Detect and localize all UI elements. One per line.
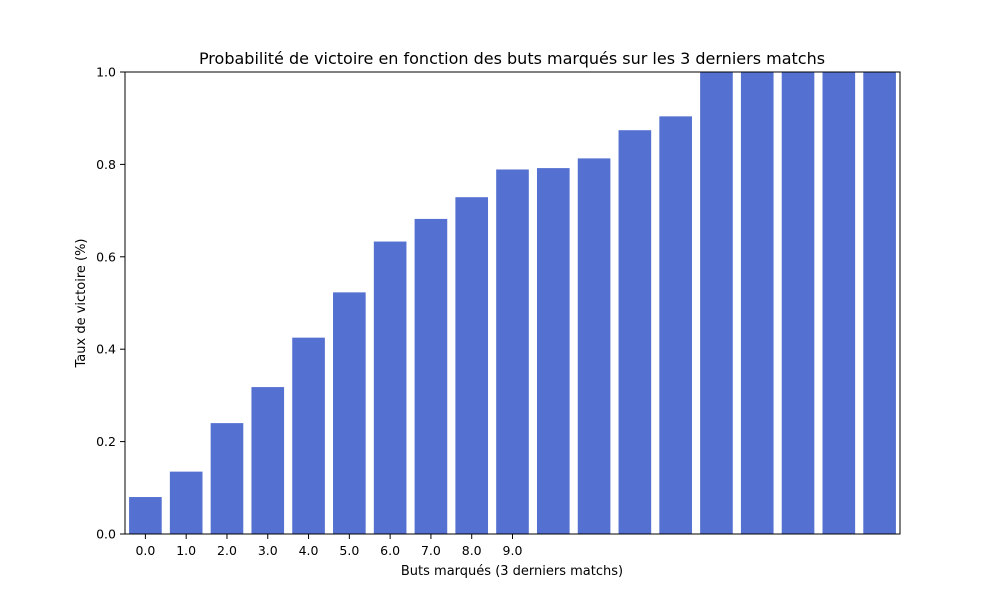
- bar-17: [822, 72, 856, 534]
- bar-9: [496, 169, 529, 535]
- x-tick-label-3: 3.0: [258, 543, 278, 558]
- bar-16: [781, 72, 815, 534]
- bar-2: [210, 423, 244, 534]
- x-tick-label-4: 4.0: [299, 543, 319, 558]
- bar-10: [536, 168, 570, 534]
- x-tick-label-5: 5.0: [339, 543, 359, 558]
- y-axis-ticks: 0.0 0.2 0.4 0.6 0.8 1.0: [96, 65, 125, 542]
- x-tick-label-8: 8.0: [462, 543, 482, 558]
- bar-5: [333, 292, 366, 534]
- y-tick-label-2: 0.4: [96, 342, 116, 357]
- bar-12: [618, 130, 652, 534]
- y-tick-label-1: 0.2: [96, 434, 116, 449]
- bars-group: [129, 72, 896, 535]
- bar-13: [659, 116, 692, 534]
- x-axis-ticks: 0.0 1.0 2.0 3.0 4.0 5.0 6.0 7.0 8.0 9.0: [135, 534, 522, 558]
- y-tick-label-5: 1.0: [96, 65, 116, 80]
- plot-area-frame: [124, 71, 901, 535]
- bar-3: [251, 387, 285, 534]
- bar-4: [292, 337, 325, 534]
- bar-14: [700, 72, 733, 534]
- y-tick-label-0: 0.0: [96, 527, 116, 542]
- bar-7: [414, 218, 448, 535]
- y-axis-label: Taux de victoire (%): [74, 238, 89, 368]
- x-tick-label-9: 9.0: [503, 543, 523, 558]
- x-tick-label-7: 7.0: [421, 543, 441, 558]
- bar-8: [455, 197, 489, 534]
- bar-1: [169, 471, 203, 534]
- bar-0: [129, 497, 162, 534]
- bar-6: [373, 241, 407, 535]
- bar-18: [863, 72, 896, 534]
- y-tick-label-4: 0.8: [96, 157, 116, 172]
- y-tick-label-3: 0.6: [96, 249, 116, 264]
- x-tick-label-1: 1.0: [176, 543, 196, 558]
- x-axis-label: Buts marqués (3 derniers matchs): [401, 564, 623, 579]
- chart-title: Probabilité de victoire en fonction des …: [199, 49, 825, 68]
- bar-15: [740, 72, 774, 534]
- x-tick-label-0: 0.0: [135, 543, 155, 558]
- bar-11: [577, 158, 611, 534]
- x-tick-label-2: 2.0: [217, 543, 237, 558]
- x-tick-label-6: 6.0: [380, 543, 400, 558]
